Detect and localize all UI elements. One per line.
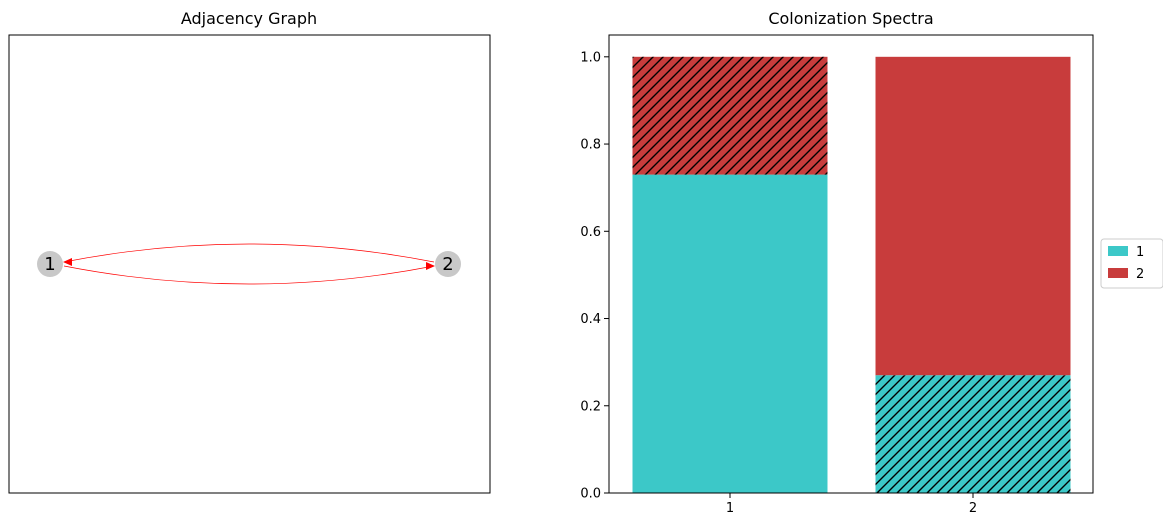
y-tick-label: 0.0 <box>580 487 601 502</box>
y-tick-label: 0.4 <box>580 312 601 327</box>
y-tick-label: 0.8 <box>580 138 601 153</box>
x-tick-label: 1 <box>726 501 734 516</box>
legend-label-series-1: 1 <box>1136 245 1144 260</box>
y-tick-label: 0.2 <box>580 399 601 414</box>
edge-1-to-2 <box>63 265 435 285</box>
adjacency-graph-panel: Adjacency Graph 1 2 <box>8 9 491 494</box>
legend-swatch-series-1 <box>1108 246 1128 256</box>
bar-cat-1-series-1 <box>632 174 828 494</box>
legend-label-series-2: 2 <box>1136 267 1144 282</box>
graph-node-2-label: 2 <box>442 254 453 275</box>
y-axis: 0.0 0.2 0.4 0.6 0.8 1.0 <box>580 50 609 502</box>
chart-title: Colonization Spectra <box>768 9 933 28</box>
bar-hatch-cat-1-series-2 <box>632 56 828 175</box>
y-tick-label: 0.6 <box>580 225 601 240</box>
bar-hatch-cat-2-series-1 <box>875 375 1071 493</box>
graph-frame <box>8 34 491 494</box>
y-tick-label: 1.0 <box>580 50 601 65</box>
bars-layer <box>632 56 1071 494</box>
graph-title: Adjacency Graph <box>181 9 317 28</box>
graph-node-1 <box>37 251 63 277</box>
edge-2-to-1 <box>63 243 435 263</box>
edge-1-to-2-arrowhead <box>426 262 435 270</box>
legend: 1 2 <box>1100 238 1163 289</box>
chart-frame <box>608 34 1094 494</box>
x-tick-label: 2 <box>969 501 977 516</box>
bar-cat-2-series-2 <box>875 56 1071 376</box>
graph-node-1-label: 1 <box>44 254 55 275</box>
graph-node-2 <box>435 251 461 277</box>
colonization-chart-panel: Colonization Spectra 0.00.20.40.60.81.0 … <box>580 9 1094 516</box>
edge-2-to-1-arrowhead <box>63 258 72 266</box>
legend-swatch-series-2 <box>1108 268 1128 278</box>
